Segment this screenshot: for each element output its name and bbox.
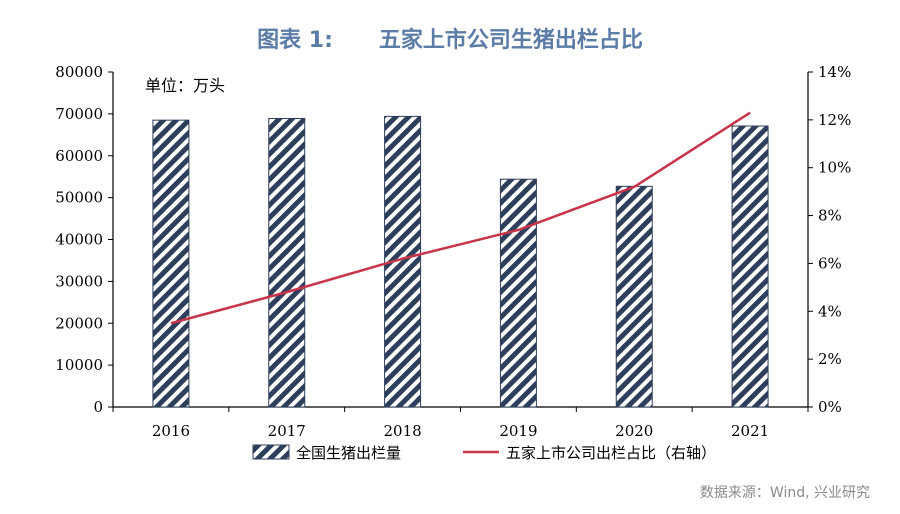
right-tick-label: 10% xyxy=(818,159,851,177)
share-line xyxy=(170,111,751,325)
right-tick-label: 8% xyxy=(818,207,842,225)
left-tick-label: 0 xyxy=(93,398,103,416)
left-tick-label: 70000 xyxy=(55,105,103,123)
chart-title: 图表 1: 五家上市公司生猪出栏占比 xyxy=(257,28,643,53)
left-tick-label: 50000 xyxy=(55,189,103,207)
bar-2019 xyxy=(499,178,537,408)
right-tick-label: 4% xyxy=(818,302,842,320)
x-tick-label: 2016 xyxy=(152,422,190,440)
legend-bar-swatch xyxy=(252,444,290,460)
source-note: 数据来源：Wind, 兴业研究 xyxy=(699,485,870,501)
left-tick-label: 60000 xyxy=(55,147,103,165)
left-tick-label: 10000 xyxy=(55,356,103,374)
x-tick-label: 2019 xyxy=(499,422,537,440)
x-tick-label: 2017 xyxy=(268,422,306,440)
bar-2021 xyxy=(731,125,769,408)
bar-2020 xyxy=(615,185,653,408)
right-tick-label: 6% xyxy=(818,254,842,272)
right-tick-label: 2% xyxy=(818,350,842,368)
right-tick-label: 0% xyxy=(818,398,842,416)
bar-2017 xyxy=(268,117,306,408)
x-tick-label: 2018 xyxy=(383,422,421,440)
left-tick-label: 40000 xyxy=(55,231,103,249)
left-tick-label: 20000 xyxy=(55,314,103,332)
legend-bar-label: 全国生猪出栏量 xyxy=(296,444,401,462)
unit-label: 单位：万头 xyxy=(145,76,225,95)
legend-line-label: 五家上市公司出栏占比（右轴） xyxy=(506,444,716,462)
left-tick-label: 30000 xyxy=(55,272,103,290)
bar-2016 xyxy=(152,119,190,408)
right-tick-label: 12% xyxy=(818,111,851,129)
right-tick-label: 14% xyxy=(818,63,851,81)
x-tick-label: 2020 xyxy=(615,422,653,440)
x-tick-label: 2021 xyxy=(731,422,769,440)
left-tick-label: 80000 xyxy=(55,63,103,81)
